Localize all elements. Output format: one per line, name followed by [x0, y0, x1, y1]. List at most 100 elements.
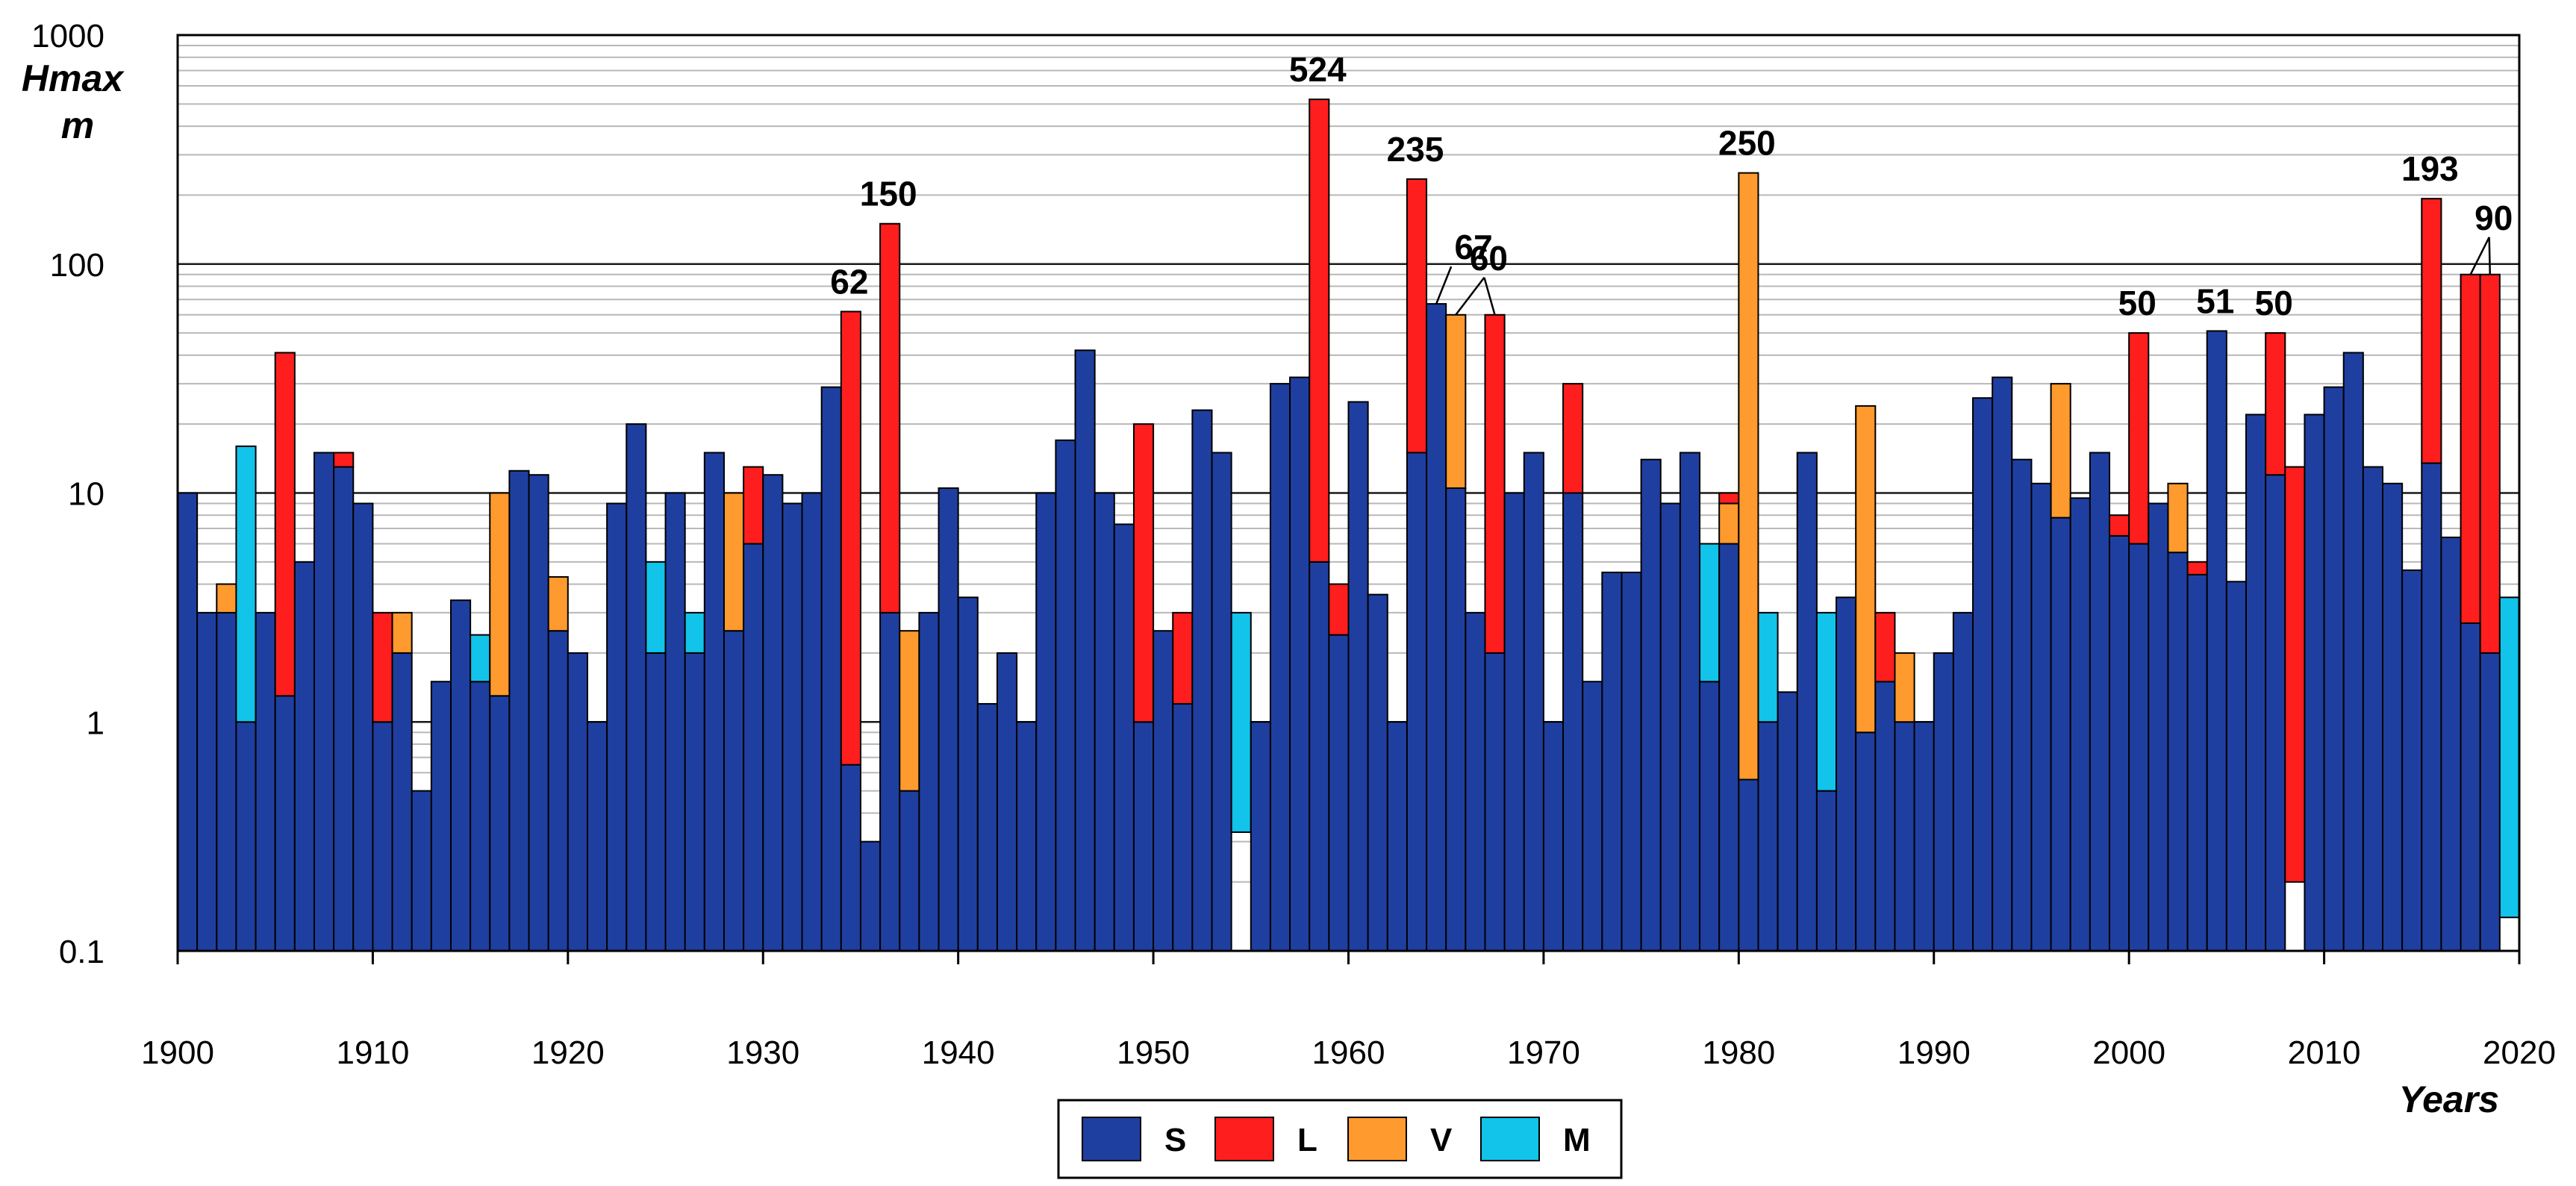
bar-segment-S — [1406, 452, 1428, 952]
bar-segment-S — [1074, 349, 1096, 952]
bar-segment-S — [567, 652, 588, 952]
bar-segment-S — [1855, 731, 1877, 952]
bar-segment-V — [723, 492, 745, 632]
bar-segment-S — [2128, 543, 2150, 952]
value-annotation: 150 — [860, 175, 917, 213]
y-axis: 0.1 1 10 100 1000 — [31, 18, 105, 970]
bar-segment-S — [430, 681, 452, 952]
bar-segment-S — [1718, 543, 1740, 952]
bar-segment-S — [762, 474, 784, 952]
bar-segment-S — [2186, 573, 2208, 952]
bar-segment-S — [1777, 691, 1798, 952]
bar-segment-S — [645, 652, 667, 952]
bar-segment-S — [820, 386, 842, 952]
bar-segment-S — [1874, 681, 1896, 952]
y-tick-label: 0.1 — [59, 934, 105, 970]
x-tick-label: 1950 — [1117, 1034, 1190, 1071]
bar-segment-S — [2011, 458, 2033, 952]
bar-segment-S — [1601, 571, 1623, 952]
bar-segment-L — [879, 222, 901, 614]
bar-segment-S — [2167, 552, 2189, 952]
bar-segment-S — [293, 561, 315, 952]
bar-segment-S — [2362, 466, 2384, 952]
legend-swatch-M — [1480, 1117, 1540, 1161]
bar-segment-M — [1699, 543, 1721, 683]
bar-segment-L — [2479, 273, 2501, 654]
bar-segment-S — [1894, 721, 1915, 952]
bar-segment-S — [859, 840, 882, 952]
bar-segment-L — [1309, 99, 1330, 563]
bar-segment-S — [1289, 376, 1311, 952]
value-annotation: 235 — [1387, 130, 1444, 169]
bar-segment-S — [1055, 439, 1076, 952]
bar-segment-S — [1250, 721, 1271, 952]
y-tick-label: 1000 — [31, 18, 105, 54]
bar-segment-S — [2342, 352, 2364, 952]
bar-segment-S — [2265, 474, 2286, 952]
x-tick-label: 2010 — [2288, 1034, 2361, 1071]
bar-segment-S — [626, 423, 647, 952]
bar-segment-S — [1172, 702, 1194, 952]
bar-segment-L — [743, 466, 764, 545]
bar-segment-S — [2089, 452, 2111, 952]
legend-label-V: V — [1430, 1122, 1453, 1158]
bar-segment-S — [1757, 721, 1779, 952]
value-annotation: 60 — [1470, 239, 1508, 278]
bar-segment-S — [1659, 502, 1681, 952]
bar-segment-S — [2421, 462, 2442, 952]
bar-segment-S — [1738, 778, 1759, 952]
bar-segment-S — [1621, 571, 1642, 952]
bar-segment-S — [586, 721, 608, 952]
bar-segment-S — [2030, 482, 2052, 952]
bar-segment-S — [801, 492, 823, 952]
annotation-leader — [1483, 277, 1496, 316]
bar-segment-V — [1738, 172, 1759, 781]
bar-segment-S — [1191, 409, 1213, 952]
bar-segment-V — [1718, 502, 1740, 545]
bar-segment-S — [957, 596, 979, 952]
bar-segment-M — [1757, 611, 1779, 723]
x-tick-label: 1920 — [531, 1034, 605, 1071]
bar-segment-V — [1445, 313, 1467, 490]
bar-segment-S — [235, 721, 257, 952]
bar-segment-S — [2440, 536, 2462, 952]
bar-segment-V — [547, 575, 569, 632]
annotation-leader — [2488, 237, 2492, 275]
bar-segment-V — [2167, 482, 2189, 554]
bar-segment-S — [1933, 652, 1954, 952]
bar-segment-S — [391, 652, 413, 952]
bar-segment-S — [1699, 681, 1721, 952]
bar-segment-L — [2186, 561, 2208, 575]
value-annotation: 250 — [1718, 124, 1776, 163]
x-tick-label: 1990 — [1897, 1034, 1971, 1071]
bar-segment-M — [2498, 596, 2521, 919]
bar-segment-S — [1796, 452, 1818, 952]
bar-segment-S — [743, 543, 764, 952]
bar-segment-S — [333, 466, 355, 952]
x-axis: 1900 1910 1920 1930 1940 1950 1960 1970 1980 1990… — [141, 951, 2556, 1071]
bar-segment-S — [547, 630, 569, 952]
legend-label-M: M — [1563, 1122, 1591, 1158]
bar-segment-S — [313, 452, 335, 952]
bar-segment-S — [918, 611, 940, 952]
bar-segment-S — [2148, 502, 2169, 952]
bar-segment-S — [1426, 303, 1447, 952]
value-annotation: 90 — [2474, 199, 2513, 237]
bar-segment-S — [1367, 593, 1388, 952]
bar-segment-S — [1016, 721, 1038, 952]
bar-segment-S — [196, 611, 218, 952]
bar-segment-L — [1132, 423, 1155, 723]
legend-label-S: S — [1164, 1122, 1186, 1158]
bar-segment-S — [470, 681, 491, 952]
bar-segment-S — [1542, 721, 1565, 952]
bar-segment-S — [1309, 561, 1330, 952]
bar-segment-L — [1328, 583, 1350, 636]
bar-segment-V — [1894, 652, 1915, 723]
bar-segment-S — [703, 452, 725, 952]
annotation-leader — [1435, 266, 1453, 305]
bar-segment-S — [879, 611, 901, 952]
bar-segment-S — [352, 502, 374, 952]
bar-segment-S — [1640, 458, 1662, 952]
bar-segment-S — [2245, 413, 2267, 952]
